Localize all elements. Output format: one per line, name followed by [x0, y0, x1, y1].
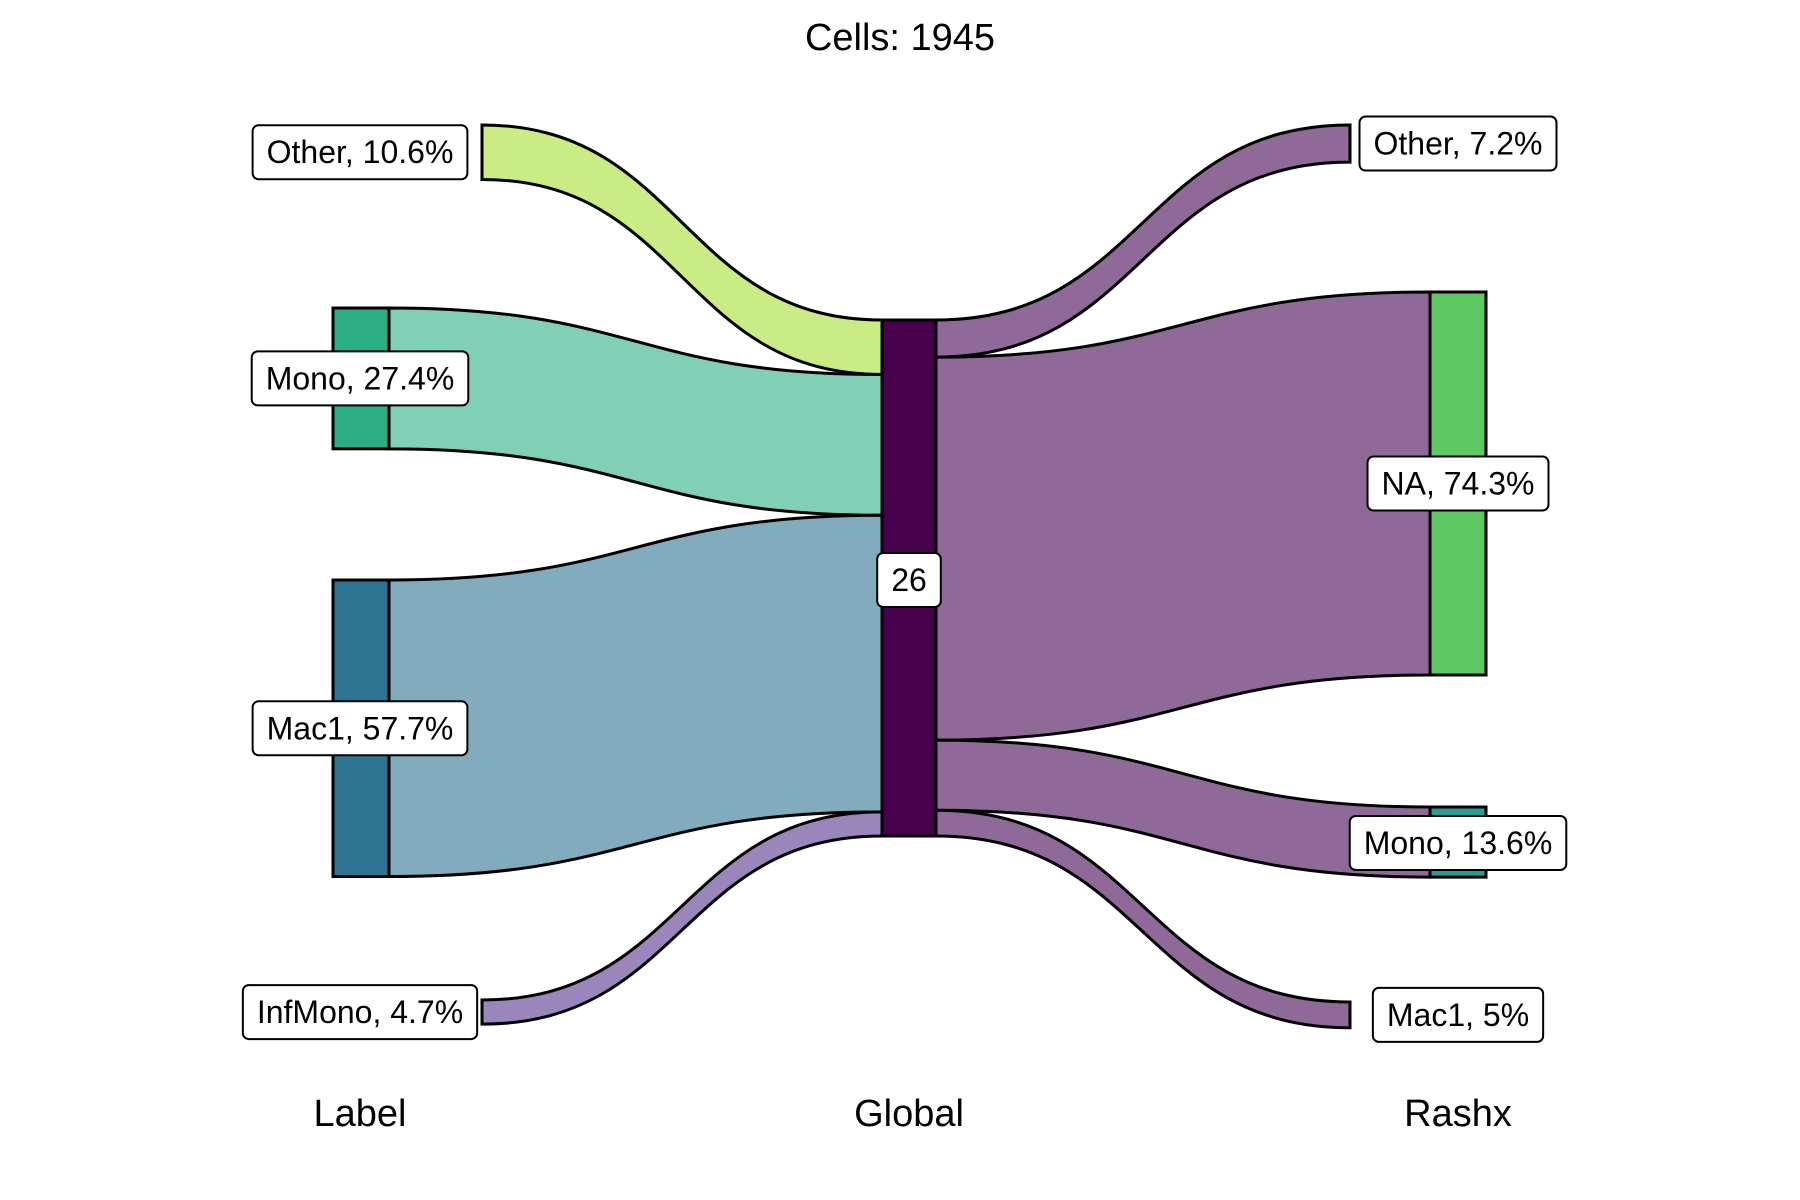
chart-title: Cells: 1945: [805, 17, 995, 59]
flow-right-other: [934, 123, 1352, 359]
label-right-na-box: [1366, 455, 1550, 512]
label-right-mac1-text: Mac1, 5%: [1387, 997, 1529, 1033]
axis-label-rashx: Rashx: [1404, 1093, 1512, 1135]
label-left-mono-text: Mono, 27.4%: [266, 360, 455, 396]
label-right-na-text: NA, 74.3%: [1382, 466, 1535, 502]
flow-right-mac1: [934, 808, 1352, 1030]
label-left-mono: Mono, 27.4%: [250, 350, 470, 407]
label-left-mac1: Mac1, 57.7%: [251, 700, 469, 757]
label-left-infmono-box: [241, 984, 479, 1041]
label-left-other-box: [251, 124, 469, 181]
label-left-mac1-text: Mac1, 57.7%: [267, 710, 454, 746]
label-left-infmono-text: InfMono, 4.7%: [257, 994, 463, 1030]
label-right-other-box: [1358, 115, 1558, 172]
label-left-infmono: InfMono, 4.7%: [241, 984, 479, 1041]
label-right-na: NA, 74.3%: [1366, 455, 1550, 512]
label-left-mac1-box: [251, 700, 469, 757]
node-labels-layer: Other, 10.6% Mono, 27.4% Mac1, 57.7% InfMon…: [241, 115, 1568, 1043]
label-right-mac1-box: [1371, 986, 1545, 1043]
label-right-mono: Mono, 13.6%: [1348, 815, 1568, 871]
label-right-other: Other, 7.2%: [1358, 115, 1558, 172]
label-right-mac1: Mac1, 5%: [1371, 986, 1545, 1043]
axis-label-label: Label: [314, 1093, 407, 1135]
label-left-other-text: Other, 10.6%: [267, 134, 454, 170]
label-right-mono-text: Mono, 13.6%: [1364, 825, 1553, 861]
label-center-node: 26: [876, 552, 942, 608]
label-center-node-box: [876, 552, 942, 608]
label-right-mono-box: [1348, 815, 1568, 871]
axis-label-global: Global: [854, 1093, 964, 1135]
label-left-other: Other, 10.6%: [251, 124, 469, 181]
flow-right-na: [934, 290, 1432, 742]
label-right-other-text: Other, 7.2%: [1374, 126, 1543, 162]
label-left-mono-box: [250, 350, 470, 407]
label-center-node-text: 26: [891, 562, 927, 598]
flows-layer: [387, 123, 1432, 1030]
